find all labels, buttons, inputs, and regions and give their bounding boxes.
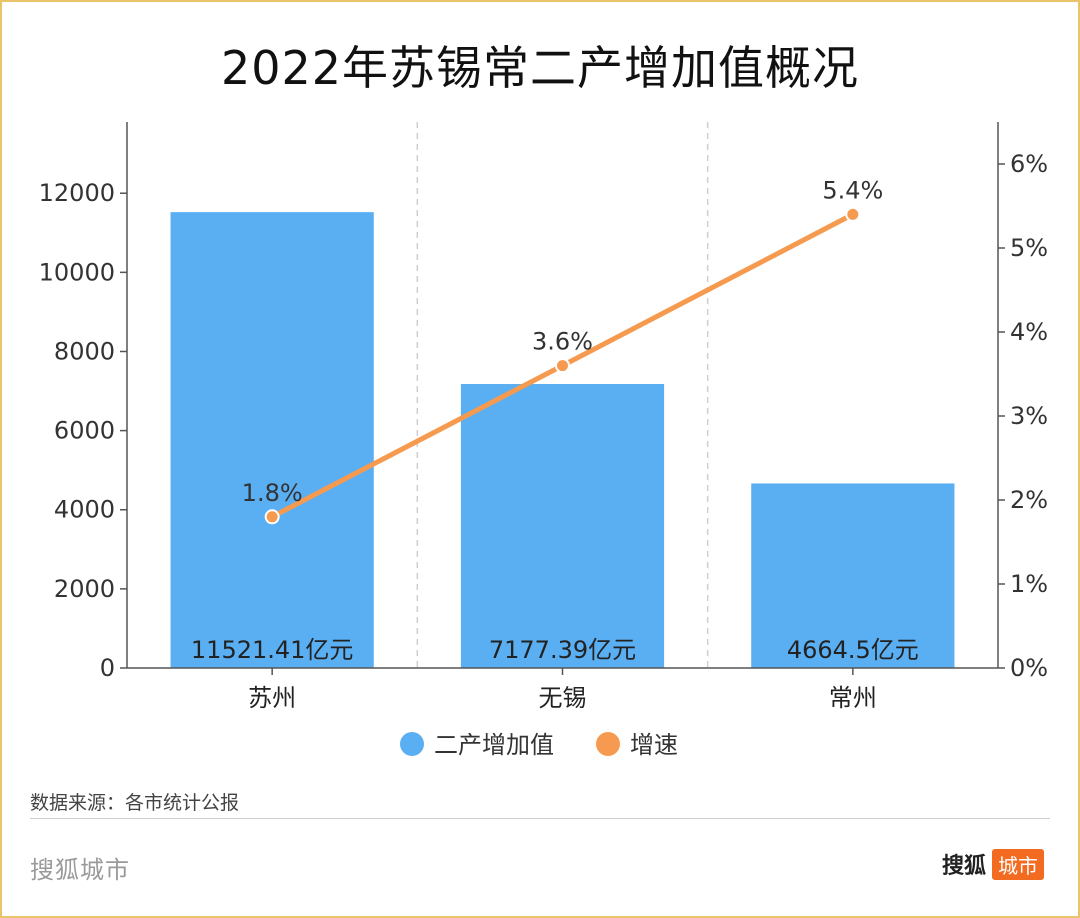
growth-point-label: 1.8% bbox=[242, 479, 303, 507]
legend-bar-label: 二产增加值 bbox=[434, 731, 554, 759]
y-right-tick-label: 5% bbox=[1010, 234, 1048, 262]
footer-divider bbox=[30, 818, 1050, 819]
y-right-tick-label: 0% bbox=[1010, 654, 1048, 682]
chart-title: 2022年苏锡常二产增加值概况 bbox=[220, 41, 860, 95]
bar-苏州 bbox=[170, 212, 374, 669]
growth-point bbox=[264, 509, 280, 525]
source-note: 数据来源：各市统计公报 bbox=[30, 792, 240, 814]
x-tick-label: 常州 bbox=[829, 684, 877, 712]
legend-line-swatch bbox=[596, 732, 620, 756]
y-left-tick-label: 8000 bbox=[54, 337, 115, 365]
growth-point bbox=[555, 358, 570, 374]
y-left-tick-label: 2000 bbox=[54, 575, 115, 603]
brand-logo-name: 搜狐 bbox=[941, 854, 986, 879]
bar-value-label: 4664.5亿元 bbox=[787, 636, 919, 664]
y-right-tick-label: 6% bbox=[1010, 150, 1048, 178]
y-left-tick-label: 10000 bbox=[39, 258, 115, 286]
brand-logo-tag: 城市 bbox=[992, 848, 1044, 880]
y-left-tick-label: 0 bbox=[100, 654, 115, 682]
bar-常州 bbox=[751, 483, 955, 668]
bar-无锡 bbox=[460, 384, 665, 668]
brand-watermark: 搜狐城市 bbox=[30, 856, 130, 884]
legend-bar-swatch bbox=[400, 732, 424, 756]
growth-point-label: 5.4% bbox=[822, 176, 883, 204]
x-tick-label: 无锡 bbox=[539, 684, 587, 712]
y-right-tick-label: 4% bbox=[1010, 318, 1048, 346]
y-left-tick-label: 4000 bbox=[54, 496, 115, 524]
y-right-tick-label: 3% bbox=[1010, 402, 1048, 430]
y-right-tick-label: 1% bbox=[1010, 570, 1048, 598]
legend-line-label: 增速 bbox=[630, 731, 678, 759]
y-right-tick-label: 2% bbox=[1010, 486, 1048, 514]
x-tick-label: 苏州 bbox=[248, 684, 296, 712]
growth-point-label: 3.6% bbox=[532, 328, 593, 356]
growth-point bbox=[845, 206, 861, 222]
bar-value-label: 11521.41亿元 bbox=[191, 636, 354, 664]
combo-chart: 11521.41亿元 7177.39亿元 4664.5亿元 0 2000 4000 6000… bbox=[39, 122, 1048, 759]
bar-value-label: 7177.39亿元 bbox=[489, 636, 636, 664]
y-left-tick-label: 6000 bbox=[54, 417, 115, 445]
brand-logo: 搜狐 城市 bbox=[942, 848, 1044, 880]
y-left-tick-label: 12000 bbox=[39, 179, 115, 207]
